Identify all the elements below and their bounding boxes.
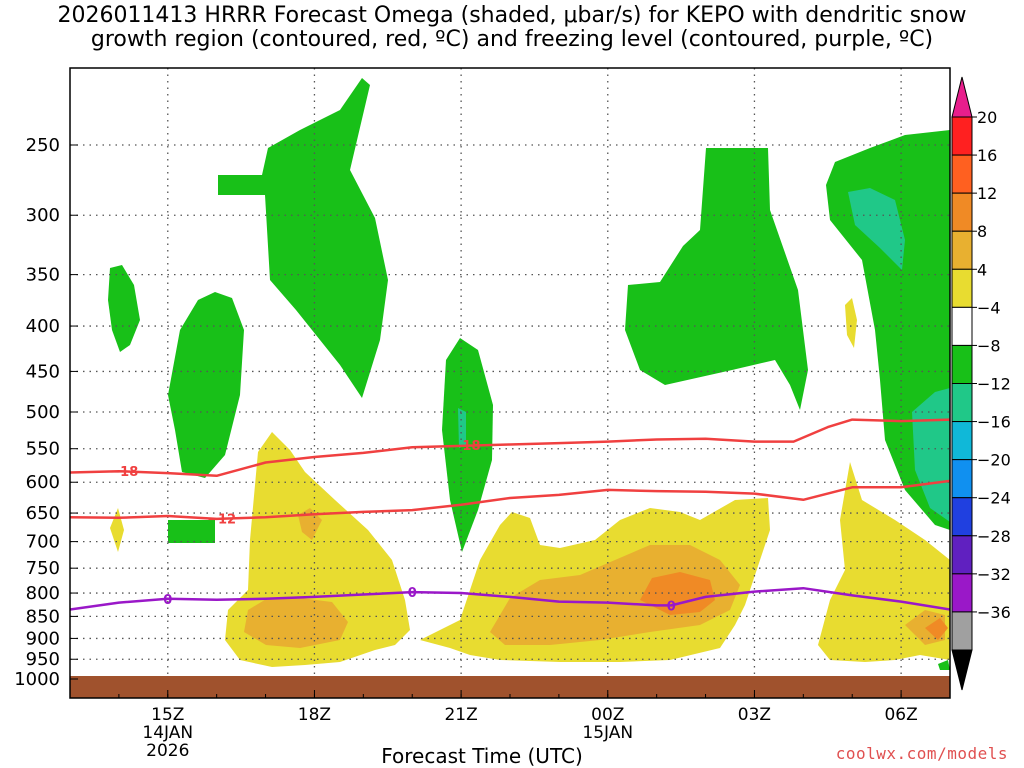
x-tick-label: 00Z: [591, 705, 624, 725]
title-line-1: 2026011413 HRRR Forecast Omega (shaded, …: [57, 3, 967, 28]
colorbar-swatch: [951, 192, 973, 232]
colorbar-label: 16: [977, 146, 997, 165]
y-tick-label: 600: [26, 472, 60, 493]
y-tick-label: 850: [26, 606, 60, 627]
contour-label: 0: [667, 599, 676, 614]
omega-region-orange: [490, 545, 740, 645]
colorbar-label: −20: [977, 451, 1011, 470]
contour-label: −18: [109, 465, 138, 480]
colorbar-label: −28: [977, 527, 1011, 546]
colorbar-swatch: [951, 306, 973, 346]
y-tick-label: 700: [26, 532, 60, 553]
y-tick-label: 1000: [14, 669, 60, 690]
omega-region-green: [938, 660, 950, 670]
colorbar-top-arrow: [951, 76, 973, 118]
contour-label: −18: [452, 439, 481, 454]
omega-region-teal: [458, 408, 466, 448]
colorbar-bottom-arrow: [951, 649, 973, 691]
contour-dendritic-minus12: [70, 479, 950, 521]
y-tick-label: 900: [26, 628, 60, 649]
y-tick-label: 750: [26, 558, 60, 579]
y-tick-label: 300: [26, 205, 60, 226]
omega-region-yellow: [110, 508, 124, 552]
colorbar-swatch: [951, 421, 973, 461]
colorbar-label: −36: [977, 603, 1011, 622]
colorbar-swatch: [951, 116, 973, 156]
x-tick-label: 06Z: [884, 705, 917, 725]
contour-label: −12: [207, 512, 236, 527]
omega-shading: [108, 78, 950, 670]
x-tick-label: 21Z: [444, 705, 477, 725]
colorbar-swatch: [951, 383, 973, 423]
omega-region-yellow: [845, 298, 857, 348]
y-tick-label: 550: [26, 439, 60, 460]
colorbar-label: 20: [977, 108, 997, 127]
colorbar-swatch: [951, 535, 973, 575]
y-tick-label: 950: [26, 649, 60, 670]
colorbar-label: −8: [977, 336, 1001, 355]
omega-region-deep-orange: [925, 618, 948, 640]
colorbar-label: −4: [977, 298, 1001, 317]
x-tick-sublabel: 14JAN: [142, 723, 193, 743]
x-axis-label: Forecast Time (UTC): [381, 744, 583, 768]
y-tick-label: 450: [26, 361, 60, 382]
x-tick-sublabel: 15JAN: [582, 723, 633, 743]
y-tick-label: 350: [26, 265, 60, 286]
credit-text: coolwx.com/models: [835, 744, 1008, 763]
y-tick-label: 800: [26, 583, 60, 604]
ground-surface: [70, 676, 950, 698]
y-tick-label: 250: [26, 135, 60, 156]
chart-title: 2026011413 HRRR Forecast Omega (shaded, …: [0, 4, 1024, 52]
colorbar-swatch: [951, 268, 973, 308]
title-line-2: growth region (contoured, red, ºC) and f…: [90, 27, 934, 52]
contour-label: 0: [163, 593, 172, 608]
colorbar-label: 4: [977, 260, 987, 279]
omega-region-green: [218, 78, 388, 398]
colorbar-label: 8: [977, 222, 987, 241]
colorbar-label: 12: [977, 184, 997, 203]
y-tick-label: 500: [26, 402, 60, 423]
omega-region-green: [625, 148, 808, 410]
omega-region-green: [168, 520, 215, 543]
colorbar-label: −24: [977, 489, 1011, 508]
omega-region-teal: [848, 188, 905, 270]
colorbar-swatch: [951, 154, 973, 194]
omega-region-orange: [244, 598, 348, 648]
contour-label: 0: [408, 586, 417, 601]
colorbar-swatch: [951, 573, 973, 613]
contour-freezing-level-0: [70, 586, 950, 611]
x-tick-label: 15Z: [151, 705, 184, 725]
contour-dendritic-minus18: [70, 418, 950, 478]
contours: −18 −18 −12 0 0 0: [70, 418, 950, 614]
colorbar-label: −12: [977, 375, 1011, 394]
x-tick-sublabel: 2026: [146, 741, 189, 761]
omega-region-green: [108, 265, 140, 352]
x-axis-label-wrap: Forecast Time (UTC): [0, 744, 1024, 768]
colorbar-swatch: [951, 611, 973, 651]
omega-region-yellow: [818, 462, 950, 662]
colorbar: 20 16 12 8 4 −4 −8 −12 −16 −20 −24 −28 −32 −36: [951, 76, 1011, 691]
colorbar-swatch: [951, 459, 973, 499]
x-tick-label: 03Z: [738, 705, 771, 725]
colorbar-label: −32: [977, 565, 1011, 584]
x-tick-label: 18Z: [298, 705, 331, 725]
colorbar-label: −16: [977, 413, 1011, 432]
y-tick-label: 400: [26, 316, 60, 337]
omega-region-green: [168, 292, 244, 478]
colorbar-swatch: [951, 230, 973, 270]
colorbar-swatch: [951, 344, 973, 384]
y-axis: 2503003504004505005506006507007508008509…: [14, 135, 78, 690]
y-tick-label: 650: [26, 503, 60, 524]
colorbar-swatch: [951, 497, 973, 537]
